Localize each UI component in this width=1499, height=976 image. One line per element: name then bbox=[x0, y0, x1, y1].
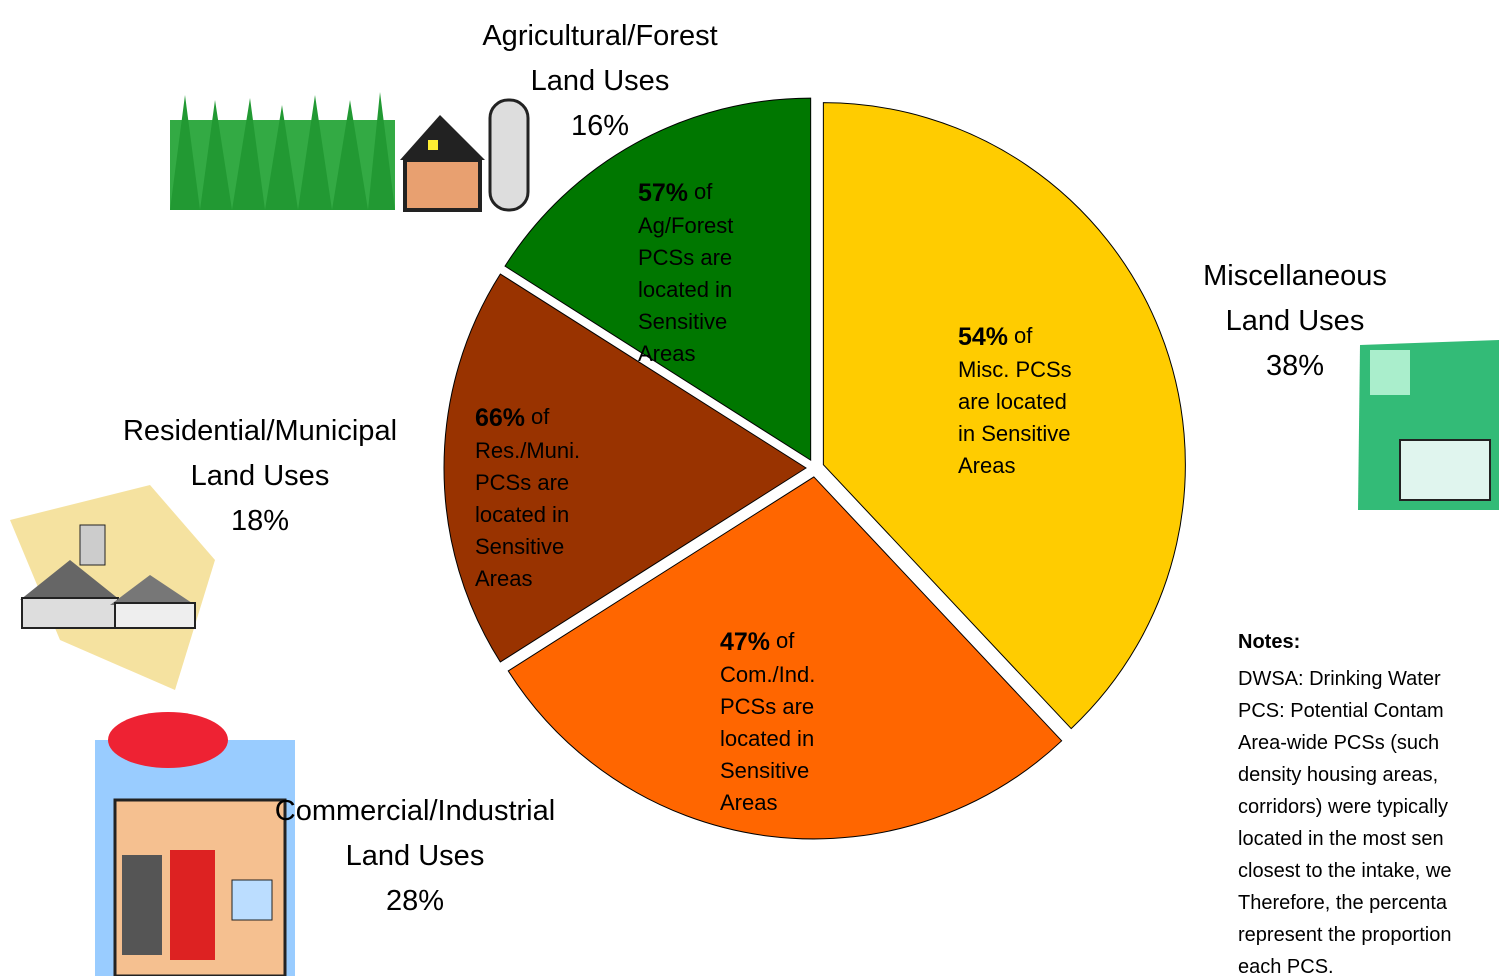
inner-label-line: of bbox=[1014, 323, 1033, 348]
notes-title: Notes: bbox=[1238, 631, 1300, 653]
inner-label-bold: 47% bbox=[720, 628, 770, 656]
notes-line: corridors) were typically bbox=[1238, 796, 1448, 818]
inner-label-line: Ag/Forest bbox=[638, 213, 733, 238]
category-label: Residential/Municipal bbox=[123, 415, 397, 447]
inner-label-line: located in bbox=[720, 726, 814, 751]
inner-label-line: Areas bbox=[475, 566, 532, 591]
inner-label-line: are located bbox=[958, 389, 1067, 414]
value-label: 38% bbox=[1266, 350, 1324, 382]
category-label: Land Uses bbox=[1226, 305, 1365, 337]
inner-label-line: of bbox=[776, 628, 795, 653]
inner-label-bold: 57% bbox=[638, 179, 688, 207]
forest-clipart bbox=[170, 92, 395, 210]
category-label: Commercial/Industrial bbox=[275, 795, 555, 827]
inner-label: 54%of bbox=[958, 323, 1033, 351]
inner-label: 57%of bbox=[638, 179, 713, 207]
inner-label-line: Com./Ind. bbox=[720, 662, 815, 687]
inner-label-line: PCSs are bbox=[720, 694, 814, 719]
category-label: Land Uses bbox=[191, 460, 330, 492]
category-label: Miscellaneous bbox=[1203, 260, 1387, 292]
inner-label-line: Res./Muni. bbox=[475, 438, 580, 463]
inner-label: 66%of bbox=[475, 404, 550, 432]
misc-clipart bbox=[1358, 340, 1499, 510]
category-label: Land Uses bbox=[531, 65, 670, 97]
notes: Notes: DWSA: Drinking Water PCS: Potentia… bbox=[1238, 631, 1451, 976]
inner-label-bold: 66% bbox=[475, 404, 525, 432]
inner-label-line: Sensitive bbox=[638, 309, 727, 334]
value-label: 16% bbox=[571, 110, 629, 142]
notes-line: represent the proportion bbox=[1238, 924, 1451, 946]
category-label: Land Uses bbox=[346, 840, 485, 872]
value-label: 28% bbox=[386, 885, 444, 917]
inner-label-line: Sensitive bbox=[720, 758, 809, 783]
notes-line: Area-wide PCSs (such bbox=[1238, 732, 1439, 754]
notes-line: Therefore, the percenta bbox=[1238, 892, 1448, 914]
inner-label-line: of bbox=[531, 404, 550, 429]
barn-clipart bbox=[400, 100, 528, 210]
notes-line: density housing areas, bbox=[1238, 764, 1438, 786]
inner-label-line: of bbox=[694, 179, 713, 204]
inner-label-line: Areas bbox=[638, 341, 695, 366]
notes-line: PCS: Potential Contam bbox=[1238, 700, 1444, 722]
inner-label-line: located in bbox=[638, 277, 732, 302]
inner-label-line: Areas bbox=[958, 453, 1015, 478]
inner-label-bold: 54% bbox=[958, 323, 1008, 351]
notes-line: located in the most sen bbox=[1238, 828, 1444, 850]
notes-line: each PCS. bbox=[1238, 956, 1334, 976]
inner-label-line: located in bbox=[475, 502, 569, 527]
inner-label-line: PCSs are bbox=[638, 245, 732, 270]
inner-label-line: Misc. PCSs bbox=[958, 357, 1072, 382]
inner-label-line: PCSs are bbox=[475, 470, 569, 495]
inner-label-line: in Sensitive bbox=[958, 421, 1071, 446]
value-label: 18% bbox=[231, 505, 289, 537]
notes-line: closest to the intake, we bbox=[1238, 860, 1451, 882]
chart: MiscellaneousLand Uses38%54%ofMisc. PCSs… bbox=[0, 0, 1499, 976]
inner-label: 47%of bbox=[720, 628, 795, 656]
notes-line: DWSA: Drinking Water bbox=[1238, 668, 1441, 690]
inner-label-line: Areas bbox=[720, 790, 777, 815]
houses-clipart bbox=[10, 485, 215, 690]
inner-label-line: Sensitive bbox=[475, 534, 564, 559]
category-label: Agricultural/Forest bbox=[482, 20, 717, 52]
shop-clipart bbox=[95, 712, 295, 976]
